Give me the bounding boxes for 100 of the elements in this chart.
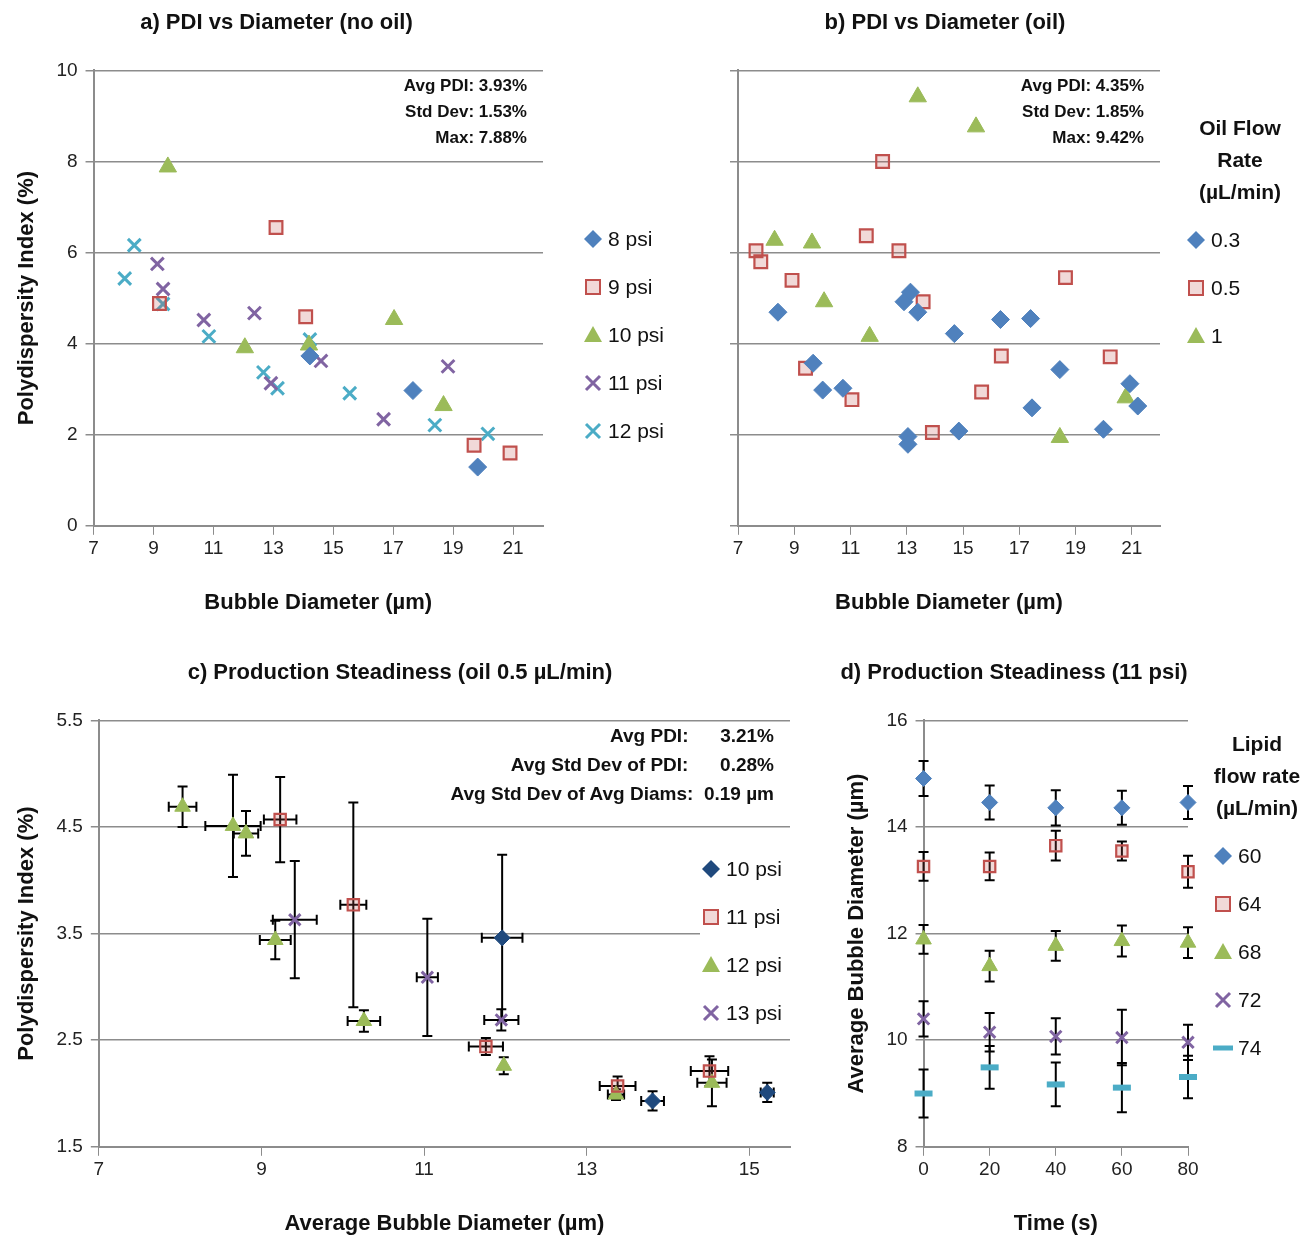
point <box>266 930 284 945</box>
y-tick-label: 16 <box>886 708 908 730</box>
point <box>1179 793 1197 811</box>
x-tick-label: 13 <box>262 537 284 559</box>
chart-title: c) Production Steadiness (oil 0.5 µL/min) <box>187 659 613 685</box>
point <box>1115 844 1129 858</box>
point <box>924 424 940 440</box>
y-tick-label: 4.5 <box>56 815 83 837</box>
y-tick-label: 10 <box>886 1028 908 1050</box>
point <box>949 421 969 441</box>
x-axis-title: Average Bubble Diameter (µm) <box>284 1209 605 1235</box>
point <box>990 310 1010 329</box>
point <box>151 296 167 312</box>
point <box>1180 1035 1196 1050</box>
point <box>844 392 860 408</box>
x-tick-label: 15 <box>952 537 974 559</box>
y-tick-label: 1.5 <box>56 1135 83 1157</box>
point <box>1181 865 1195 879</box>
x-tick-label: 7 <box>88 537 99 559</box>
x-axis-title: Bubble Diameter (µm) <box>204 588 433 614</box>
y-tick-label: 0 <box>66 514 78 536</box>
annotation: Avg Std Dev of PDI: 0.28% <box>510 753 775 775</box>
x-axis-title: Bubble Diameter (µm) <box>835 588 1063 614</box>
point <box>246 305 263 321</box>
x-tick-label: 7 <box>93 1158 105 1180</box>
point <box>268 220 284 235</box>
chart-title: b) PDI vs Diameter (oil) <box>824 9 1066 35</box>
chart-title: d) Production Steadiness (11 psi) <box>840 659 1188 685</box>
legend-label: 1 <box>1211 324 1223 348</box>
point <box>908 302 928 322</box>
point <box>1120 374 1140 394</box>
legend-label: 11 psi <box>726 905 781 929</box>
point <box>155 296 171 312</box>
point <box>875 154 891 169</box>
point <box>375 411 392 428</box>
y-tick-label: 8 <box>896 1135 908 1157</box>
point <box>466 437 482 453</box>
legend-title: Lipid flow rate (µL/min) <box>1212 731 1302 821</box>
x-tick-label: 20 <box>979 1158 1001 1180</box>
y-axis-title: Polydispersity Index (%) <box>13 170 39 426</box>
point <box>858 228 874 244</box>
legend-label: 11 psi <box>608 371 663 395</box>
point <box>982 1025 997 1040</box>
legend-label: 0.5 <box>1211 276 1241 300</box>
point <box>891 243 907 259</box>
point <box>273 812 287 827</box>
point <box>1050 360 1070 380</box>
point <box>753 254 769 270</box>
point <box>224 816 242 831</box>
annotation: Std Dev: 1.53% <box>405 102 527 122</box>
x-tick-label: 17 <box>382 537 404 559</box>
y-axis-title: Polydispersity Index (%) <box>13 806 39 1061</box>
legend-label: 8 psi <box>608 227 653 251</box>
point <box>195 312 212 328</box>
annotation: Avg PDI: 3.21% <box>609 724 775 746</box>
x-tick-label: 7 <box>732 537 744 559</box>
point <box>974 384 990 400</box>
legend-label: 68 <box>1238 940 1262 964</box>
x-tick-label: 19 <box>1065 537 1087 559</box>
point <box>1113 799 1131 817</box>
y-axis-title: Average Bubble Diameter (µm) <box>843 773 869 1094</box>
point <box>1021 309 1041 329</box>
legend-label: 60 <box>1238 844 1262 868</box>
point <box>263 375 279 392</box>
x-tick-label: 15 <box>322 537 344 559</box>
point <box>610 1079 625 1093</box>
x-tick-label: 80 <box>1177 1158 1199 1180</box>
annotation: Std Dev: 1.85% <box>1022 102 1144 122</box>
point <box>768 302 788 322</box>
y-tick-label: 3.5 <box>56 921 83 943</box>
legend-label: 9 psi <box>608 275 653 299</box>
x-tick-label: 0 <box>918 1158 929 1180</box>
point <box>1048 1029 1063 1044</box>
legend-label: 12 psi <box>608 419 665 443</box>
point <box>298 309 314 325</box>
y-tick-label: 8 <box>66 149 78 171</box>
point <box>803 353 823 373</box>
x-tick-label: 9 <box>148 537 159 559</box>
annotation: Max: 7.88% <box>435 128 527 148</box>
point <box>287 912 302 927</box>
point <box>255 364 272 381</box>
point <box>944 324 964 344</box>
chart-title: a) PDI vs Diameter (no oil) <box>140 9 413 35</box>
x-tick-label: 13 <box>576 1158 598 1180</box>
point <box>426 417 443 434</box>
x-tick-label: 11 <box>414 1158 434 1180</box>
point <box>346 898 361 912</box>
annotation: Avg PDI: 3.93% <box>403 76 527 96</box>
y-tick-label: 2.5 <box>56 1028 83 1050</box>
point <box>702 1064 717 1078</box>
point <box>1058 270 1073 286</box>
y-tick-label: 10 <box>56 58 78 80</box>
point <box>201 328 217 345</box>
point <box>440 358 456 375</box>
point <box>468 457 488 477</box>
point <box>237 823 255 839</box>
point <box>1093 419 1113 439</box>
point <box>420 970 435 985</box>
point <box>495 1056 513 1071</box>
x-tick-label: 40 <box>1045 1158 1067 1180</box>
